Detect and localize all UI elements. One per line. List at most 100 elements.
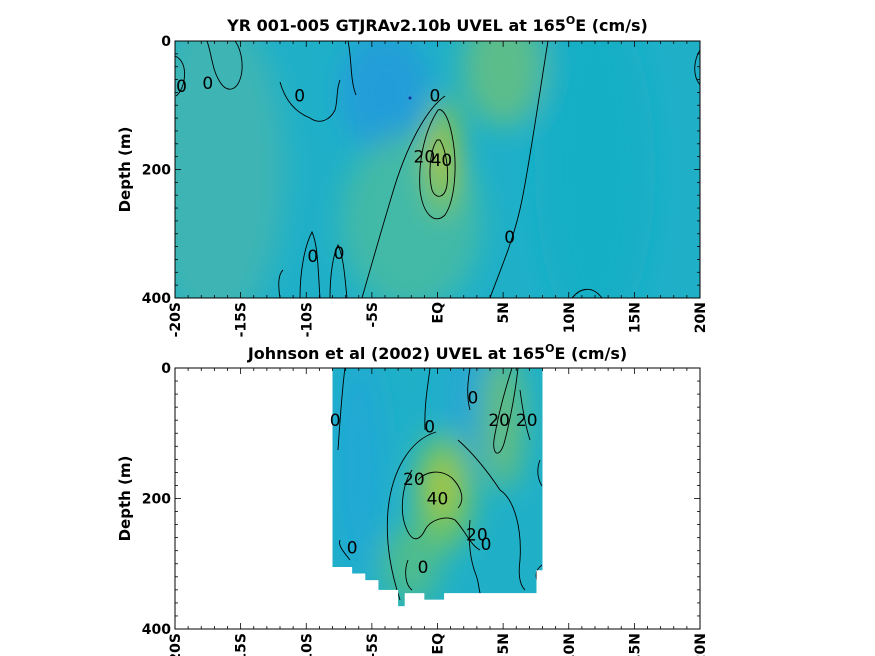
y-axis-label: Depth (m) <box>116 456 134 542</box>
x-tick-label: EQ <box>431 302 447 324</box>
contour-label: 0 <box>294 87 305 107</box>
x-tick-label: 10N <box>562 302 578 333</box>
contour-line <box>419 109 456 220</box>
x-tick-label: -5S <box>365 633 381 656</box>
title-main: YR 001-005 GTJRAv2.10b UVEL at 165 <box>226 16 566 35</box>
observed-field <box>332 368 543 607</box>
title-main: Johnson et al (2002) UVEL at 165 <box>247 344 545 363</box>
contour-label: 0 <box>202 74 213 94</box>
contour-label: 0 <box>468 388 479 408</box>
contour-line <box>347 41 357 96</box>
band-west <box>333 368 384 576</box>
contour-label: 0 <box>481 535 492 555</box>
x-tick-label: 10N <box>562 633 578 656</box>
chart-title: Johnson et al (2002) UVEL at 165OE (cm/s… <box>247 342 627 363</box>
x-tick-label: EQ <box>431 633 447 655</box>
contour-line <box>467 368 471 411</box>
band-deep <box>341 130 482 298</box>
core-inner <box>433 128 450 185</box>
title-end: E (cm/s) <box>555 344 628 363</box>
band-north <box>535 41 655 298</box>
contour-line <box>279 79 341 122</box>
contour-line <box>424 368 431 431</box>
field-shading <box>333 368 526 604</box>
contour-label: 0 <box>429 87 440 107</box>
y-axis-label: Depth (m) <box>116 127 134 213</box>
title-superscript: O <box>566 14 575 27</box>
x-tick-label: -15S <box>234 633 250 656</box>
contour-label: 40 <box>431 151 453 171</box>
y-tick-label: 0 <box>161 34 171 50</box>
y-tick-label: 400 <box>142 622 171 638</box>
speck <box>408 96 412 100</box>
x-tick-label: 15N <box>627 633 643 656</box>
x-tick-label: -15S <box>234 302 250 337</box>
y-tick-label: 400 <box>142 291 171 307</box>
y-ticks <box>175 40 700 299</box>
contour-line <box>299 230 321 298</box>
field <box>175 41 700 298</box>
x-tick-label: 5N <box>496 302 512 323</box>
contour-line <box>361 95 446 298</box>
x-ticks <box>174 41 701 298</box>
band-eastward <box>481 368 526 491</box>
contour-line <box>278 269 284 298</box>
contour-label: 20 <box>516 411 538 431</box>
y-ticks <box>175 367 700 630</box>
contour-label: 20 <box>414 148 436 168</box>
y-tick-label: 200 <box>142 163 171 179</box>
contour-line <box>489 41 549 298</box>
x-tick-label: -20S <box>168 302 184 337</box>
contour-line <box>694 49 700 86</box>
band-deep <box>381 523 442 604</box>
contour-label: 0 <box>504 228 515 248</box>
contour-label: 20 <box>466 525 488 545</box>
x-tick-label: -5S <box>365 302 381 328</box>
x-tick-label: -20S <box>168 633 184 656</box>
contour-line <box>386 431 437 601</box>
x-tick-label: -10S <box>299 633 315 656</box>
band-south <box>175 41 285 298</box>
title-end: E (cm/s) <box>575 16 648 35</box>
contour-label: 0 <box>334 244 345 264</box>
contour-line <box>206 41 243 90</box>
contour-label: 0 <box>330 411 341 431</box>
contour-line <box>401 469 481 551</box>
contour-line <box>457 439 526 591</box>
contour-label: 0 <box>418 558 429 578</box>
contour-label: 0 <box>307 247 318 267</box>
title-superscript: O <box>545 342 554 355</box>
contour-line <box>429 139 449 197</box>
field-shading <box>175 41 655 298</box>
band-eastward <box>463 41 544 127</box>
x-tick-label: 20N <box>693 633 709 656</box>
contour-label: 0 <box>176 77 187 97</box>
contour-line <box>417 471 463 509</box>
contour-line <box>337 368 346 451</box>
contour-label: 20 <box>403 470 425 490</box>
contour-line <box>405 559 413 591</box>
x-tick-label: 15N <box>627 302 643 333</box>
contour-line <box>537 459 543 487</box>
x-tick-label: 5N <box>496 633 512 654</box>
contour-line <box>329 243 348 298</box>
contour-line <box>571 288 603 298</box>
field <box>332 368 543 607</box>
x-tick-label: -10S <box>299 302 315 337</box>
y-tick-label: 200 <box>142 492 171 508</box>
contour-line <box>339 539 351 561</box>
chart-title: YR 001-005 GTJRAv2.10b UVEL at 165OE (cm… <box>226 14 648 35</box>
contour-label: 0 <box>424 418 435 438</box>
contour-label: 20 <box>488 411 510 431</box>
band-westward <box>340 41 430 153</box>
y-tick-label: 0 <box>161 361 171 377</box>
contours <box>175 41 700 298</box>
core-inner <box>427 460 456 517</box>
contour-line <box>493 368 519 454</box>
x-ticks <box>174 368 701 629</box>
contour-line <box>175 55 185 97</box>
contour-label: 0 <box>347 538 358 558</box>
